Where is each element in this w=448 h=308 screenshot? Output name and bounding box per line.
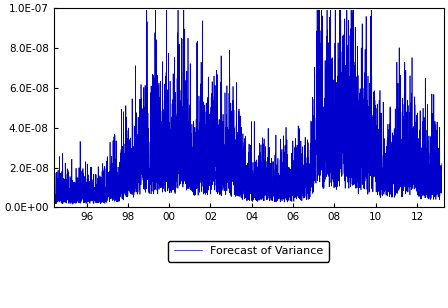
Forecast of Variance	[123, 104, 129, 107]
Forecast of Variance	[53, 201, 58, 205]
Forecast of Variance	[370, 144, 376, 148]
Line: Forecast of Variance: Forecast of Variance	[56, 10, 442, 204]
Forecast of Variance	[144, 8, 149, 12]
Forecast of Variance	[341, 95, 347, 99]
Forecast of Variance	[284, 200, 290, 204]
Forecast of Variance	[70, 202, 75, 206]
Forecast of Variance	[201, 191, 206, 195]
Forecast of Variance	[439, 162, 444, 166]
Forecast of Variance	[304, 189, 310, 193]
Legend: Forecast of Variance: Forecast of Variance	[168, 241, 329, 262]
